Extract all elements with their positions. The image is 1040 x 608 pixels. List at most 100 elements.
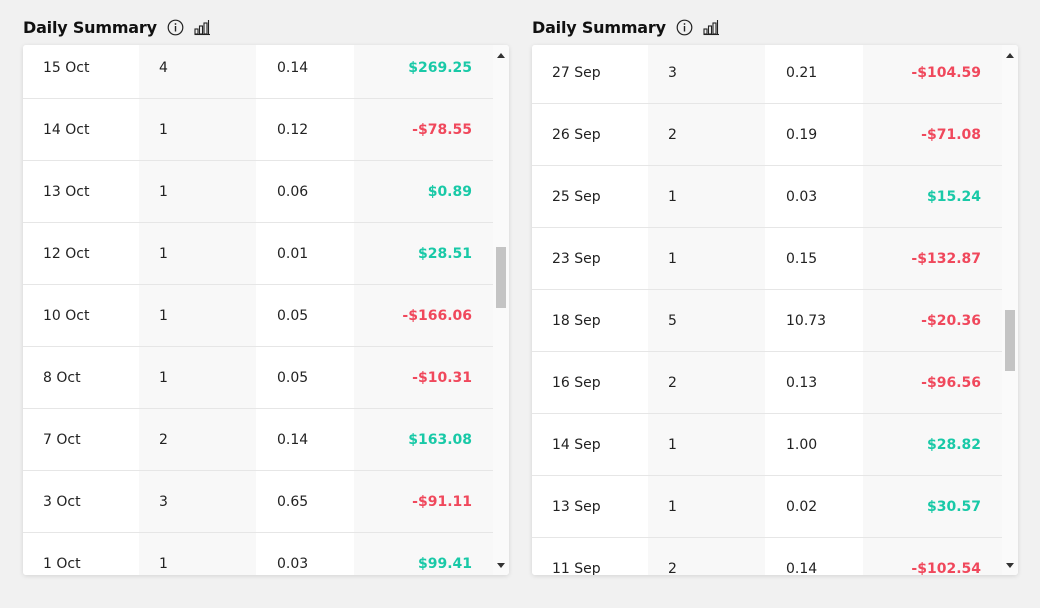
scroll-up-arrow-icon[interactable] [1002,48,1018,62]
ratio-cell: 0.02 [765,476,863,537]
pnl-cell: $28.51 [354,223,493,284]
scroll-thumb[interactable] [1005,310,1015,371]
pnl-cell: -$102.54 [863,538,1002,575]
scroll-down-arrow-icon[interactable] [1002,558,1018,572]
pnl-cell: $30.57 [863,476,1002,537]
bar-chart-icon[interactable] [194,18,212,36]
count-cell: 1 [139,161,256,222]
table-row[interactable]: 11 Sep 2 0.14 -$102.54 [532,538,1002,575]
ratio-cell: 0.03 [256,533,354,575]
table-row[interactable]: 13 Oct 1 0.06 $0.89 [23,161,493,223]
table-row[interactable]: 10 Oct 1 0.05 -$166.06 [23,285,493,347]
ratio-cell: 0.19 [765,104,863,165]
date-cell: 26 Sep [532,104,648,165]
table-row[interactable]: 12 Oct 1 0.01 $28.51 [23,223,493,285]
date-cell: 15 Oct [23,45,139,98]
date-cell: 7 Oct [23,409,139,470]
ratio-cell: 0.14 [256,45,354,98]
pnl-cell: -$20.36 [863,290,1002,351]
count-cell: 3 [139,471,256,532]
table-row[interactable]: 23 Sep 1 0.15 -$132.87 [532,228,1002,290]
table-row[interactable]: 13 Sep 1 0.02 $30.57 [532,476,1002,538]
ratio-cell: 0.21 [765,45,863,103]
table-row[interactable]: 8 Oct 1 0.05 -$10.31 [23,347,493,409]
pnl-cell: -$166.06 [354,285,493,346]
ratio-cell: 0.05 [256,347,354,408]
pnl-cell: -$10.31 [354,347,493,408]
date-cell: 10 Oct [23,285,139,346]
ratio-cell: 0.15 [765,228,863,289]
count-cell: 4 [139,45,256,98]
date-cell: 8 Oct [23,347,139,408]
pnl-cell: -$91.11 [354,471,493,532]
count-cell: 1 [648,414,765,475]
count-cell: 2 [648,352,765,413]
ratio-cell: 0.13 [765,352,863,413]
scroll-up-arrow-icon[interactable] [493,48,509,62]
daily-summary-panel-left: Daily Summary 15 Oct 4 0.14 $269.25 14 Oct 1 0… [23,0,509,575]
date-cell: 25 Sep [532,166,648,227]
info-circle-icon[interactable] [167,18,185,36]
pnl-cell: $0.89 [354,161,493,222]
vertical-scrollbar[interactable] [1002,45,1018,575]
table-row[interactable]: 14 Oct 1 0.12 -$78.55 [23,99,493,161]
table-row[interactable]: 16 Sep 2 0.13 -$96.56 [532,352,1002,414]
count-cell: 1 [139,99,256,160]
table-row[interactable]: 26 Sep 2 0.19 -$71.08 [532,104,1002,166]
count-cell: 1 [139,285,256,346]
table-row[interactable]: 25 Sep 1 0.03 $15.24 [532,166,1002,228]
ratio-cell: 10.73 [765,290,863,351]
table-row[interactable]: 7 Oct 2 0.14 $163.08 [23,409,493,471]
ratio-cell: 0.01 [256,223,354,284]
pnl-cell: $269.25 [354,45,493,98]
table-row[interactable]: 1 Oct 1 0.03 $99.41 [23,533,493,575]
table-row[interactable]: 14 Sep 1 1.00 $28.82 [532,414,1002,476]
count-cell: 2 [139,409,256,470]
panel-header: Daily Summary [23,0,509,44]
scroll-down-arrow-icon[interactable] [493,558,509,572]
summary-table: 27 Sep 3 0.21 -$104.59 26 Sep 2 0.19 -$71.08 25 … [532,45,1002,575]
scroll-thumb[interactable] [496,247,506,308]
count-cell: 1 [648,228,765,289]
table-row[interactable]: 15 Oct 4 0.14 $269.25 [23,45,493,99]
count-cell: 1 [139,223,256,284]
count-cell: 5 [648,290,765,351]
pnl-cell: $99.41 [354,533,493,575]
count-cell: 2 [648,538,765,575]
summary-table: 15 Oct 4 0.14 $269.25 14 Oct 1 0.12 -$78.55 13 O… [23,45,493,575]
ratio-cell: 0.03 [765,166,863,227]
ratio-cell: 0.65 [256,471,354,532]
bar-chart-icon[interactable] [703,18,721,36]
vertical-scrollbar[interactable] [493,45,509,575]
count-cell: 3 [648,45,765,103]
date-cell: 13 Sep [532,476,648,537]
pnl-cell: $15.24 [863,166,1002,227]
count-cell: 1 [139,533,256,575]
pnl-cell: -$96.56 [863,352,1002,413]
table-row[interactable]: 27 Sep 3 0.21 -$104.59 [532,45,1002,104]
summary-table-card[interactable]: 15 Oct 4 0.14 $269.25 14 Oct 1 0.12 -$78.55 13 O… [23,45,509,575]
count-cell: 1 [648,166,765,227]
panel-header: Daily Summary [532,0,1018,44]
date-cell: 12 Oct [23,223,139,284]
date-cell: 23 Sep [532,228,648,289]
date-cell: 3 Oct [23,471,139,532]
info-circle-icon[interactable] [676,18,694,36]
date-cell: 27 Sep [532,45,648,103]
table-row[interactable]: 3 Oct 3 0.65 -$91.11 [23,471,493,533]
ratio-cell: 0.14 [256,409,354,470]
pnl-cell: -$132.87 [863,228,1002,289]
ratio-cell: 0.12 [256,99,354,160]
summary-table-card[interactable]: 27 Sep 3 0.21 -$104.59 26 Sep 2 0.19 -$71.08 25 … [532,45,1018,575]
daily-summary-panel-right: Daily Summary 27 Sep 3 0.21 -$104.59 26 Sep 2… [532,0,1018,575]
date-cell: 16 Sep [532,352,648,413]
pnl-cell: -$104.59 [863,45,1002,103]
count-cell: 2 [648,104,765,165]
ratio-cell: 1.00 [765,414,863,475]
ratio-cell: 0.06 [256,161,354,222]
date-cell: 11 Sep [532,538,648,575]
ratio-cell: 0.05 [256,285,354,346]
pnl-cell: $28.82 [863,414,1002,475]
table-row[interactable]: 18 Sep 5 10.73 -$20.36 [532,290,1002,352]
date-cell: 18 Sep [532,290,648,351]
